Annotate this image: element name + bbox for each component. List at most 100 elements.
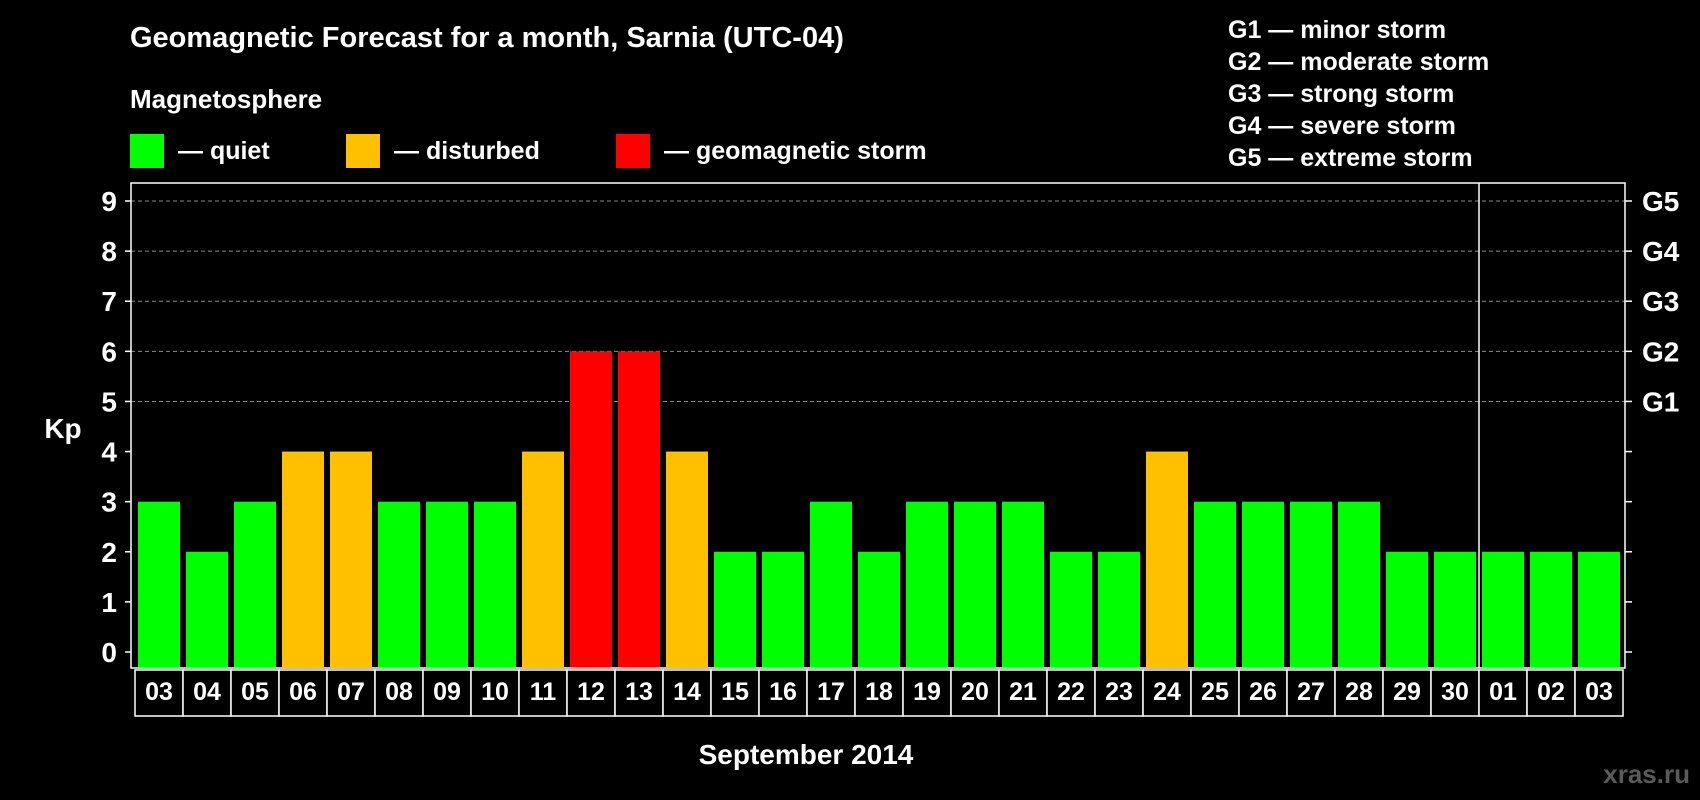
y-tick-label-2: 2 bbox=[101, 537, 117, 568]
bar-2 bbox=[234, 501, 276, 667]
date-box-13 bbox=[758, 669, 808, 717]
date-box-2 bbox=[230, 669, 280, 717]
bar-3 bbox=[282, 451, 324, 667]
x-tick-label-17: 20 bbox=[961, 678, 989, 706]
date-box-18 bbox=[998, 669, 1048, 717]
date-box-22 bbox=[1190, 669, 1240, 717]
date-box-25 bbox=[1334, 669, 1384, 717]
date-box-28 bbox=[1478, 669, 1528, 717]
x-tick-label-8: 11 bbox=[530, 678, 557, 706]
date-box-19 bbox=[1046, 669, 1096, 717]
x-tick-label-2: 05 bbox=[241, 678, 269, 706]
legend-label-disturbed: — disturbed bbox=[394, 136, 540, 165]
bar-17 bbox=[954, 501, 996, 667]
date-box-1 bbox=[182, 669, 232, 717]
x-tick-label-25: 28 bbox=[1345, 678, 1373, 706]
legend-label-storm: — geomagnetic storm bbox=[664, 136, 927, 165]
x-tick-label-1: 04 bbox=[193, 678, 221, 706]
legend-item-quiet: — quiet bbox=[130, 134, 270, 168]
bar-4 bbox=[330, 451, 372, 667]
bar-22 bbox=[1194, 501, 1236, 667]
bar-20 bbox=[1098, 551, 1140, 667]
x-tick-label-9: 12 bbox=[577, 678, 605, 706]
bar-28 bbox=[1482, 551, 1524, 667]
x-tick-label-19: 22 bbox=[1057, 678, 1085, 706]
bar-24 bbox=[1290, 501, 1332, 667]
storm-scale-g4: G4 — severe storm bbox=[1228, 112, 1456, 140]
x-tick-label-29: 02 bbox=[1537, 678, 1565, 706]
x-tick-label-18: 21 bbox=[1009, 678, 1037, 706]
y-tick-label-5: 5 bbox=[101, 386, 117, 417]
bar-23 bbox=[1242, 501, 1284, 667]
x-tick-label-5: 08 bbox=[385, 678, 413, 706]
section-label: Magnetosphere bbox=[130, 84, 323, 114]
y-axis-label: Kp bbox=[44, 413, 81, 444]
date-box-10 bbox=[614, 669, 664, 717]
bar-10 bbox=[618, 351, 660, 667]
bar-14 bbox=[810, 501, 852, 667]
y-tick-label-0: 0 bbox=[101, 637, 117, 668]
date-box-16 bbox=[902, 669, 952, 717]
bar-13 bbox=[762, 551, 804, 667]
bar-15 bbox=[858, 551, 900, 667]
bar-26 bbox=[1386, 551, 1428, 667]
storm-scale-legend: G1 — minor storm G2 — moderate storm G3 … bbox=[1228, 14, 1489, 174]
y-tick-label-8: 8 bbox=[101, 236, 117, 267]
date-box-6 bbox=[422, 669, 472, 717]
bar-8 bbox=[522, 451, 564, 667]
legend-swatch-storm bbox=[616, 134, 650, 168]
right-tick-label-G3: G3 bbox=[1642, 286, 1679, 317]
bar-30 bbox=[1578, 551, 1620, 667]
x-tick-label-30: 03 bbox=[1585, 678, 1613, 706]
date-box-0 bbox=[134, 669, 184, 717]
y-tick-label-1: 1 bbox=[101, 587, 117, 618]
x-tick-label-16: 19 bbox=[913, 678, 941, 706]
x-tick-label-6: 09 bbox=[433, 678, 461, 706]
right-tick-label-G1: G1 bbox=[1642, 386, 1679, 417]
x-tick-label-22: 25 bbox=[1201, 678, 1229, 706]
legend-swatch-quiet bbox=[130, 134, 164, 168]
bar-12 bbox=[714, 551, 756, 667]
x-tick-label-26: 29 bbox=[1393, 678, 1421, 706]
storm-scale-g5: G5 — extreme storm bbox=[1228, 144, 1473, 172]
x-tick-label-12: 15 bbox=[721, 678, 749, 706]
y-tick-label-7: 7 bbox=[101, 286, 117, 317]
bar-16 bbox=[906, 501, 948, 667]
bar-6 bbox=[426, 501, 468, 667]
x-tick-label-3: 06 bbox=[289, 678, 317, 706]
x-tick-label-11: 14 bbox=[673, 678, 701, 706]
bar-5 bbox=[378, 501, 420, 667]
date-box-30 bbox=[1574, 669, 1624, 717]
y-tick-label-6: 6 bbox=[101, 336, 117, 367]
date-box-26 bbox=[1382, 669, 1432, 717]
date-box-5 bbox=[374, 669, 424, 717]
x-tick-label-24: 27 bbox=[1297, 678, 1325, 706]
right-tick-label-G5: G5 bbox=[1642, 186, 1679, 217]
y-tick-label-9: 9 bbox=[101, 186, 117, 217]
x-tick-label-4: 07 bbox=[337, 678, 365, 706]
date-box-14 bbox=[806, 669, 856, 717]
legend-label-quiet: — quiet bbox=[178, 136, 270, 165]
storm-scale-g2: G2 — moderate storm bbox=[1228, 48, 1490, 76]
date-box-17 bbox=[950, 669, 1000, 717]
plot-frame bbox=[130, 182, 1626, 669]
x-tick-label-13: 16 bbox=[769, 678, 797, 706]
bar-21 bbox=[1146, 451, 1188, 667]
bar-29 bbox=[1530, 551, 1572, 667]
x-tick-label-28: 01 bbox=[1489, 678, 1517, 706]
bar-27 bbox=[1434, 551, 1476, 667]
date-box-9 bbox=[566, 669, 616, 717]
bar-25 bbox=[1338, 501, 1380, 667]
date-box-24 bbox=[1286, 669, 1336, 717]
date-box-11 bbox=[662, 669, 712, 717]
watermark: xras.ru bbox=[1603, 759, 1690, 789]
x-axis-label: September 2014 bbox=[699, 739, 914, 770]
storm-scale-g1: G1 — minor storm bbox=[1228, 16, 1447, 44]
x-tick-label-0: 03 bbox=[145, 678, 173, 706]
x-tick-label-15: 18 bbox=[865, 678, 893, 706]
legend-swatch-disturbed bbox=[346, 134, 380, 168]
bar-7 bbox=[474, 501, 516, 667]
bar-18 bbox=[1002, 501, 1044, 667]
x-tick-label-20: 23 bbox=[1105, 678, 1133, 706]
